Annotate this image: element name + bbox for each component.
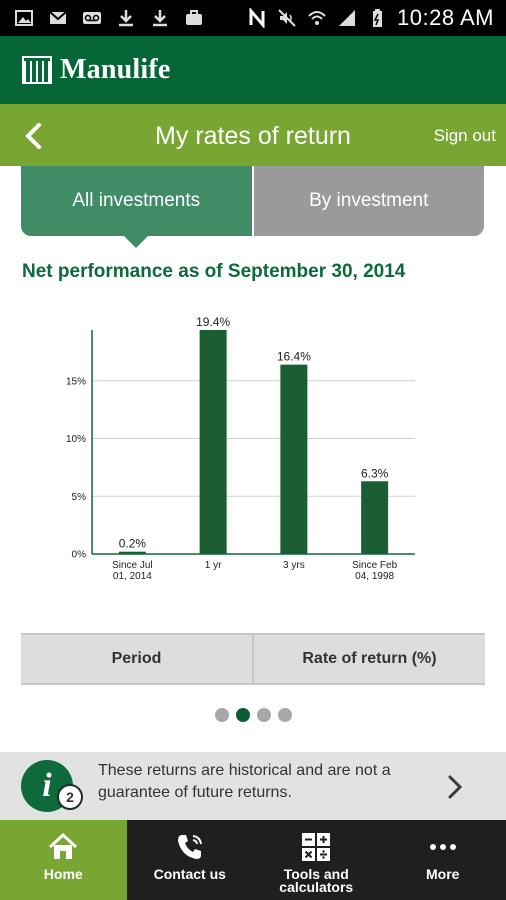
x-tick-label: Since Jul bbox=[112, 560, 153, 571]
wifi-icon bbox=[307, 8, 327, 28]
x-tick-label: Since Feb bbox=[352, 560, 397, 571]
bar-value-label: 0.2% bbox=[119, 537, 147, 551]
nfc-icon bbox=[247, 8, 267, 28]
tab-by-investment[interactable]: By investment bbox=[253, 166, 484, 236]
brand-name: Manulife bbox=[60, 54, 171, 85]
home-icon bbox=[46, 830, 80, 864]
selected-tab-indicator bbox=[124, 236, 148, 248]
notification-icons bbox=[0, 8, 204, 28]
page-title: My rates of return bbox=[155, 122, 351, 150]
phone-icon bbox=[173, 830, 207, 864]
page-dot[interactable] bbox=[214, 708, 229, 722]
gallery-icon bbox=[14, 8, 34, 28]
nav-more[interactable]: More bbox=[380, 820, 506, 900]
rates-of-return-chart: 0% 5% 10% 15% 0.2% Since Jul 01, 2014 19.4% 1 yr… bbox=[40, 305, 460, 605]
chevron-left-icon bbox=[25, 123, 41, 149]
column-header-period: Period bbox=[111, 650, 162, 667]
page-indicator bbox=[0, 708, 506, 722]
more-icon bbox=[426, 830, 460, 864]
clock: 10:28 AM bbox=[397, 5, 494, 30]
tab-label: By investment bbox=[309, 190, 429, 211]
chart-bar bbox=[361, 481, 389, 554]
nav-label: More bbox=[426, 866, 460, 882]
battery-icon bbox=[367, 8, 387, 28]
y-tick-label: 5% bbox=[72, 492, 87, 503]
download-icon bbox=[150, 8, 170, 28]
voicemail-icon bbox=[82, 8, 102, 28]
view-toggle: All investments By investment bbox=[21, 166, 484, 248]
signal-icon bbox=[337, 8, 357, 28]
title-bar: My rates of return Sign out bbox=[0, 104, 506, 166]
mute-icon bbox=[277, 8, 297, 28]
page-dot[interactable] bbox=[235, 708, 250, 722]
disclaimer-text: These returns are historical and are not… bbox=[98, 762, 391, 801]
chart-bar bbox=[199, 330, 227, 554]
manulife-logo: Manulife bbox=[22, 54, 170, 86]
mail-icon bbox=[48, 8, 68, 28]
x-tick-label: 04, 1998 bbox=[355, 571, 394, 582]
bar-value-label: 19.4% bbox=[196, 315, 230, 329]
x-tick-label: 1 yr bbox=[205, 560, 222, 571]
sign-out-button[interactable]: Sign out bbox=[433, 126, 496, 145]
system-icons: 10:28 AM bbox=[247, 5, 506, 31]
calculator-icon bbox=[299, 830, 333, 864]
y-tick-label: 10% bbox=[66, 434, 86, 445]
y-tick-label: 0% bbox=[72, 550, 87, 561]
bar-value-label: 16.4% bbox=[277, 350, 311, 364]
returns-table-header: Period Rate of return (%) bbox=[21, 633, 485, 685]
nav-label: Tools and calculators bbox=[279, 866, 354, 895]
nav-tools-and-calculators[interactable]: Tools and calculators bbox=[253, 820, 380, 900]
chart-bar bbox=[118, 551, 146, 554]
column-header-rate-of-return: Rate of return (%) bbox=[252, 635, 485, 683]
download-icon bbox=[116, 8, 136, 28]
briefcase-icon bbox=[184, 8, 204, 28]
tab-all-investments[interactable]: All investments bbox=[21, 166, 252, 248]
nav-label: Contact us bbox=[153, 866, 226, 882]
bottom-navigation: Home Contact us Tools and calculators Mo… bbox=[0, 820, 506, 900]
chevron-right-icon bbox=[448, 775, 463, 799]
manulife-logo-mark bbox=[22, 56, 52, 84]
nav-contact-us[interactable]: Contact us bbox=[127, 820, 254, 900]
x-tick-label: 01, 2014 bbox=[113, 571, 152, 582]
performance-heading: Net performance as of September 30, 2014 bbox=[22, 261, 406, 282]
x-tick-label: 3 yrs bbox=[283, 560, 305, 571]
status-bar: 10:28 AM bbox=[0, 0, 506, 36]
bar-value-label: 6.3% bbox=[361, 466, 389, 480]
tab-label: All investments bbox=[72, 190, 201, 211]
brand-header: Manulife bbox=[0, 36, 506, 104]
nav-label: Home bbox=[43, 866, 83, 882]
disclaimer-banner[interactable]: i 2 These returns are historical and are… bbox=[0, 752, 506, 820]
page-dot[interactable] bbox=[256, 708, 271, 722]
nav-home[interactable]: Home bbox=[0, 820, 127, 900]
back-button[interactable] bbox=[18, 121, 48, 151]
notification-badge: 2 bbox=[57, 784, 83, 810]
chart-bar bbox=[280, 364, 308, 554]
page-dot[interactable] bbox=[277, 708, 292, 722]
y-tick-label: 15% bbox=[66, 376, 86, 387]
